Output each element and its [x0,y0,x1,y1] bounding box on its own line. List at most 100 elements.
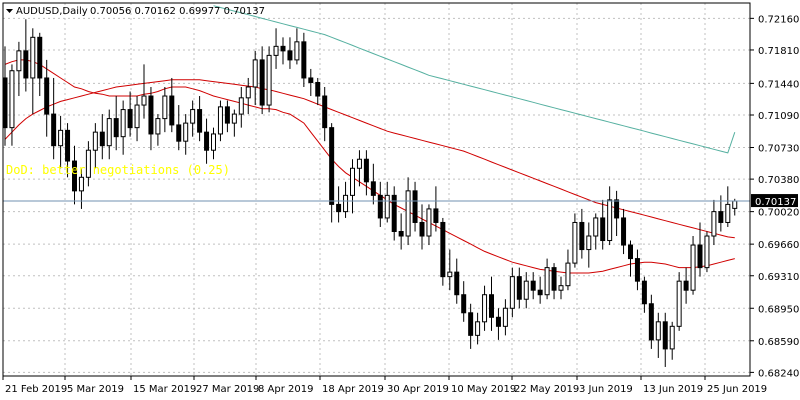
bull-candle-body [294,41,300,61]
candle [169,77,175,133]
candle [176,105,182,151]
plot-frame [2,2,751,377]
bull-candle-body [384,194,390,219]
bull-candle-body [245,86,251,99]
candle [72,145,77,205]
x-tick-label: 10 May 2019 [451,384,516,395]
candle [572,213,578,268]
bear-candle-body [391,194,397,232]
bull-candle-body [350,167,355,196]
y-tick-label: 0.68590 [758,337,799,348]
candle [489,276,494,331]
candle [363,150,369,196]
bear-candle-body [65,129,71,162]
bull-candle-body [92,131,98,151]
bear-candle-body [683,280,689,291]
candle [662,312,668,367]
candle [502,299,508,336]
bear-candle-body [537,289,543,296]
y-tick-label: 0.68240 [758,368,799,379]
x-tick-label: 13 Jun 2019 [643,384,703,395]
candle [99,114,105,160]
bull-candle-body [356,158,362,169]
moving-average-line-0 [4,59,735,274]
candle [30,28,36,115]
bull-candle-body [482,294,488,323]
bear-candle-body [308,77,314,83]
bear-candle-body [329,127,335,205]
candle [482,285,488,331]
candle [579,208,585,259]
bear-candle-body [641,280,647,305]
bull-candle-body [217,106,223,135]
bull-candle-body [252,59,258,88]
bull-candle-body [343,194,349,213]
candle [676,272,682,331]
bear-candle-body [419,221,425,237]
candle [224,100,230,133]
bull-candle-body [78,176,84,192]
bull-candle-body [509,276,515,309]
bear-candle-body [718,211,724,223]
bear-candle-body [495,316,501,327]
annotation-text: DoD: better negotiations (0.25) [6,163,230,177]
grid [2,3,750,376]
x-tick-label: 18 Apr 2019 [322,384,384,395]
bull-candle-body [162,95,168,120]
y-tick-label: 0.70380 [758,175,799,186]
candle [273,28,279,69]
candle [558,276,564,300]
candle [58,115,64,169]
bull-candle-body [190,109,196,124]
candle [523,272,529,309]
y-tick-label: 0.70730 [758,144,799,155]
candle [537,276,543,304]
candle [544,258,550,300]
price-box-label: 0.70137 [755,197,796,208]
candle [384,181,390,223]
bear-candle-body [2,77,8,129]
candles [2,19,738,367]
candle [683,267,689,304]
candle [697,222,703,277]
bear-candle-body [398,230,404,237]
bear-candle-body [370,181,376,196]
candle [266,46,272,113]
bull-candle-body [732,200,738,209]
bear-candle-body [461,294,467,314]
candle [9,64,15,146]
candle [217,100,223,142]
bear-candle-body [614,199,620,219]
bull-candle-body [273,45,279,56]
bull-candle-body [9,70,15,129]
bull-candle-body [120,109,126,138]
bull-candle-body [238,97,244,115]
bear-candle-body [37,36,43,79]
bull-candle-body [16,50,22,72]
candle [211,127,216,160]
bull-candle-body [405,190,411,237]
bull-candle-body [183,122,189,142]
candle [23,19,29,92]
candle [495,308,501,340]
candle [280,37,286,65]
candle [141,64,147,119]
bear-candle-body [468,312,474,336]
x-tick-label: 30 Apr 2019 [387,384,449,395]
candle [343,181,349,218]
candle [245,77,251,115]
bear-candle-body [433,208,439,223]
candle [398,213,404,250]
bear-candle-body [127,109,133,129]
bear-candle-body [628,244,633,260]
candle [412,181,418,232]
candle [16,41,22,97]
dropdown-triangle-icon[interactable] [6,9,13,13]
candle [468,303,474,349]
candle [183,114,189,155]
x-tick-label: 22 May 2019 [514,384,579,395]
candle [454,258,460,304]
bear-candle-body [99,131,105,147]
